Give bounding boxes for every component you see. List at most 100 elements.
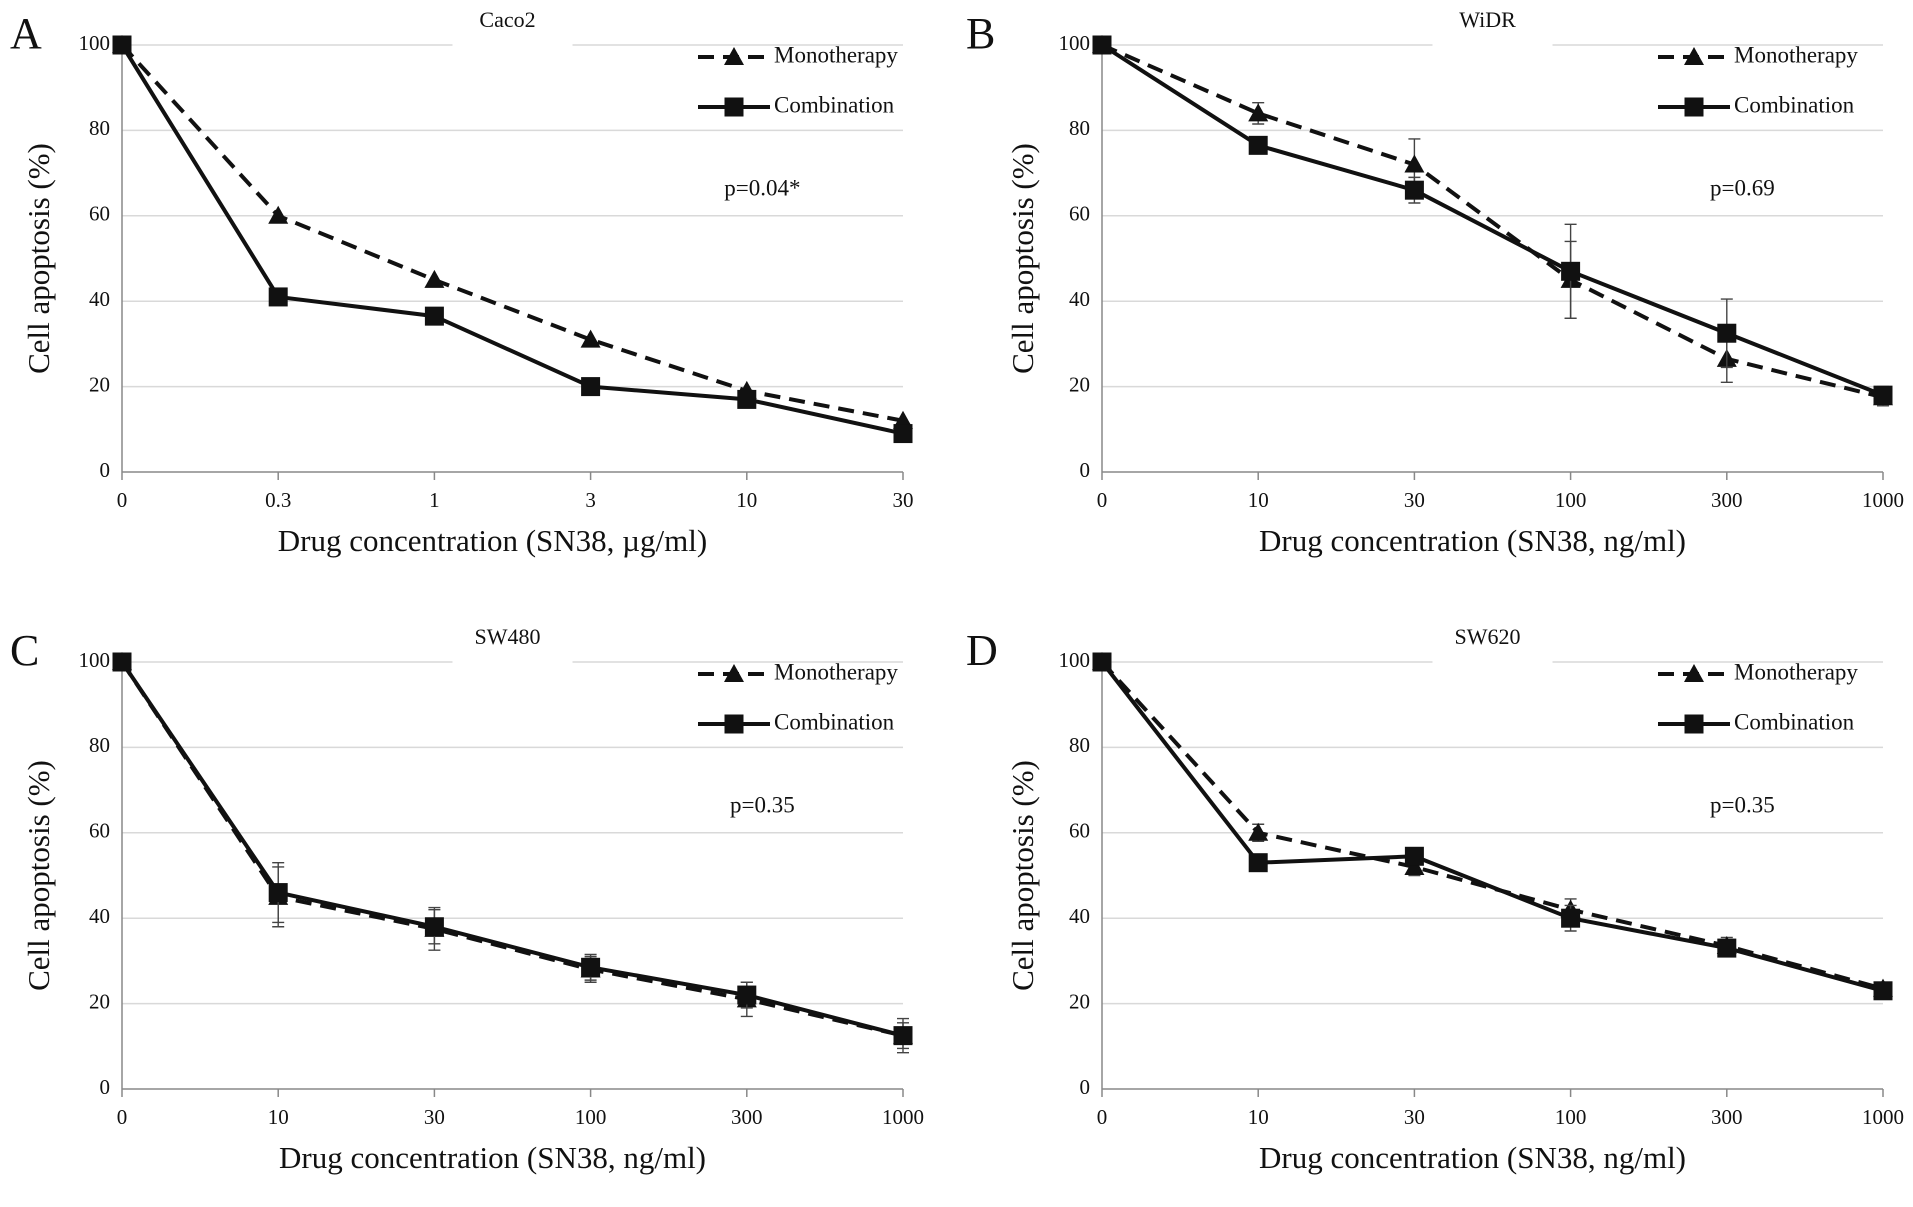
y-axis-label: Cell apoptosis (%) [21, 143, 56, 374]
annotation: p=0.04* [724, 175, 800, 200]
legend-label: Combination [774, 709, 895, 734]
title-bg [1432, 642, 1553, 682]
title-bg [452, 25, 573, 65]
x-tick-label: 10 [268, 1105, 289, 1129]
x-axis-label: Drug concentration (SN38, µg/ml) [278, 523, 707, 558]
data-point [581, 957, 601, 977]
panel-letter: D [966, 626, 998, 675]
y-tick-label: 60 [89, 202, 110, 226]
legend-marker [1684, 97, 1704, 117]
data-point [268, 883, 288, 903]
title-bg [1432, 25, 1553, 65]
data-point [1092, 652, 1112, 672]
data-point [1248, 135, 1268, 155]
y-tick-label: 60 [1069, 819, 1090, 843]
y-axis-label: Cell apoptosis (%) [1005, 143, 1040, 374]
x-tick-label: 0 [1097, 488, 1108, 512]
x-tick-label: 100 [575, 1105, 607, 1129]
legend-marker [724, 47, 744, 65]
data-point [1248, 822, 1269, 841]
x-tick-label: 0.3 [265, 488, 291, 512]
y-tick-label: 20 [1069, 372, 1090, 396]
series-line [1100, 660, 1884, 993]
legend-label: Combination [1734, 709, 1855, 734]
data-point [893, 424, 913, 444]
x-tick-label: 300 [731, 1105, 763, 1129]
data-point [1404, 846, 1424, 866]
x-tick-label: 1000 [1862, 488, 1904, 512]
series-line [1100, 660, 1884, 991]
x-tick-label: 100 [1555, 1105, 1587, 1129]
panel-letter: B [966, 9, 995, 58]
y-tick-label: 40 [89, 287, 110, 311]
legend-label: Monotherapy [774, 659, 898, 684]
legend-label: Combination [1734, 92, 1855, 117]
legend-label: Monotherapy [774, 42, 898, 67]
data-point [424, 306, 444, 326]
y-axis-label: Cell apoptosis (%) [21, 760, 56, 991]
chart-title: WiDR [1459, 7, 1516, 32]
x-tick-label: 100 [1555, 488, 1587, 512]
y-tick-label: 80 [89, 733, 110, 757]
y-tick-label: 0 [100, 1075, 111, 1099]
data-point [893, 1026, 913, 1046]
data-point [737, 985, 757, 1005]
x-tick-label: 0 [117, 488, 128, 512]
data-point [1404, 856, 1425, 875]
data-point [1404, 180, 1424, 200]
panel-letter: A [10, 9, 42, 58]
data-point [112, 35, 132, 55]
data-point [424, 917, 444, 937]
chart-title: SW480 [475, 624, 541, 649]
data-point [112, 652, 132, 672]
legend-label: Monotherapy [1734, 659, 1858, 684]
panel-letter: C [10, 626, 39, 675]
chart-title: SW620 [1455, 624, 1521, 649]
x-tick-label: 10 [1248, 488, 1269, 512]
data-point [1404, 154, 1425, 173]
x-tick-label: 30 [424, 1105, 445, 1129]
y-tick-label: 100 [79, 648, 111, 672]
x-tick-label: 1000 [1862, 1105, 1904, 1129]
data-point [1717, 323, 1737, 343]
x-tick-label: 1000 [882, 1105, 924, 1129]
y-tick-label: 0 [100, 458, 111, 482]
data-point [1561, 261, 1581, 281]
data-point [1248, 103, 1269, 122]
y-tick-label: 40 [1069, 287, 1090, 311]
y-tick-label: 60 [1069, 202, 1090, 226]
data-point [268, 205, 289, 224]
series-line [1101, 43, 1884, 400]
data-point [580, 329, 601, 348]
legend-label: Monotherapy [1734, 42, 1858, 67]
y-tick-label: 0 [1080, 458, 1091, 482]
x-tick-label: 30 [893, 488, 914, 512]
x-tick-label: 300 [1711, 1105, 1743, 1129]
data-point [268, 287, 288, 307]
y-tick-label: 0 [1080, 1075, 1091, 1099]
x-tick-label: 3 [585, 488, 596, 512]
x-tick-label: 30 [1404, 488, 1425, 512]
chart-title: Caco2 [479, 7, 535, 32]
data-point [1561, 908, 1581, 928]
legend-marker [1684, 714, 1704, 734]
y-tick-label: 100 [1059, 31, 1091, 55]
data-point [424, 269, 445, 288]
legend-label: Combination [774, 92, 895, 117]
y-tick-label: 80 [1069, 733, 1090, 757]
series-line [120, 43, 904, 423]
data-point [1873, 385, 1893, 405]
y-tick-label: 60 [89, 819, 110, 843]
x-axis-label: Drug concentration (SN38, ng/ml) [279, 1140, 706, 1175]
data-point [1717, 938, 1737, 958]
data-point [1873, 981, 1893, 1001]
x-tick-label: 0 [117, 1105, 128, 1129]
annotation: p=0.69 [1710, 175, 1775, 200]
y-tick-label: 80 [89, 116, 110, 140]
y-tick-label: 20 [89, 989, 110, 1013]
series-line [120, 43, 904, 436]
y-tick-label: 80 [1069, 116, 1090, 140]
legend-marker [724, 714, 744, 734]
